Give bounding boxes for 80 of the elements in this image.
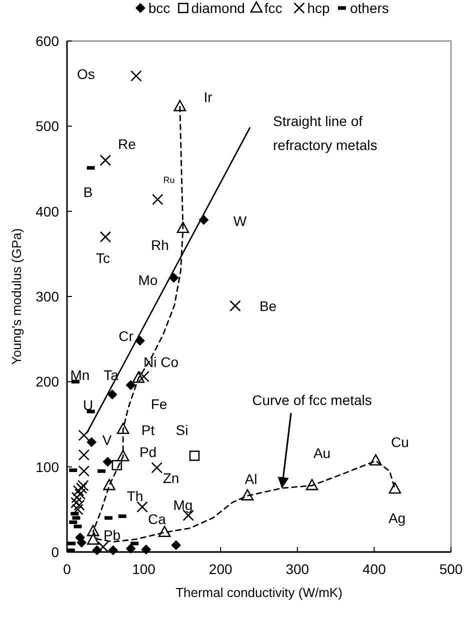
point (107, 389, 118, 400)
x-tick-label: 400 (362, 561, 386, 577)
point (86, 533, 100, 545)
annotation: Pd (139, 444, 157, 460)
x-tick-label: 300 (286, 561, 310, 577)
point (152, 194, 164, 206)
point (102, 456, 113, 467)
point (141, 544, 152, 554)
legend-label: fcc (264, 0, 282, 16)
point (130, 70, 142, 82)
legend-label: hcp (307, 0, 330, 16)
annotation: Straight line of refractory metals (273, 113, 378, 153)
point (126, 380, 136, 390)
annotation: Curve of fcc metals (252, 392, 372, 408)
point (108, 545, 118, 556)
point (76, 482, 88, 494)
y-axis-title: Young's modulus (GPa) (9, 228, 24, 365)
legend-label: others (350, 0, 389, 16)
annotation: Rh (151, 237, 169, 253)
annotation: Pt (141, 422, 155, 438)
point (92, 545, 102, 556)
annotation: B (83, 184, 93, 200)
annotation: Ir (204, 89, 213, 105)
y-tick-label: 400 (36, 203, 60, 220)
x-tick-label: 200 (208, 561, 232, 577)
point (86, 437, 97, 448)
point (230, 300, 241, 312)
point (171, 540, 182, 550)
point (100, 231, 112, 243)
point (158, 526, 171, 538)
point (78, 449, 90, 461)
annotation: Ca (148, 511, 166, 527)
point (388, 482, 402, 494)
annotation: U (82, 397, 94, 413)
annotation: Mg (173, 497, 193, 513)
annotation: Pb (103, 527, 121, 543)
y-tick-label: 300 (36, 288, 60, 304)
x-tick-label: 500 (439, 561, 463, 577)
point (126, 544, 136, 554)
annotation: Al (244, 471, 258, 487)
point (78, 465, 90, 477)
point (151, 462, 163, 474)
point (97, 541, 109, 553)
annotation: Zn (162, 470, 180, 486)
point (78, 430, 90, 441)
point (189, 450, 200, 461)
annotation: Tc (96, 250, 110, 266)
point (100, 154, 112, 166)
annotation: W (233, 213, 248, 229)
annotation: Fe (150, 396, 168, 412)
annotation: Si (176, 422, 188, 438)
annotation: Th (126, 488, 144, 504)
legend-label: diamond (191, 0, 245, 16)
point (138, 370, 150, 382)
point (76, 538, 87, 548)
x-tick-label: 0 (63, 561, 72, 577)
annotation: Ni Co (143, 354, 179, 370)
annotation: V (102, 432, 112, 448)
annotation: Be (259, 298, 277, 314)
annotation: Au (313, 445, 331, 461)
point (134, 336, 145, 346)
annotation: Re (118, 136, 136, 152)
annotation: Ag (388, 510, 406, 526)
y-tick-label: 200 (36, 374, 60, 390)
annotation: Mn (70, 367, 90, 383)
annotation: Cu (391, 434, 409, 450)
x-tick-label: 100 (132, 561, 156, 577)
annotation: Mo (138, 272, 158, 288)
point (77, 480, 89, 492)
annotation: Cr (118, 328, 134, 344)
x-axis-title: Thermal conductivity (W/mK) (176, 585, 342, 600)
y-tick-label: 600 (36, 33, 60, 49)
annotation: Os (77, 66, 95, 82)
annotation: Ru (163, 175, 175, 185)
y-tick-label: 500 (36, 118, 60, 134)
point (168, 272, 179, 283)
legend-label: bcc (148, 0, 170, 16)
point (136, 501, 148, 513)
y-tick-label: 100 (36, 458, 60, 475)
y-tick-label: 0 (51, 544, 60, 560)
